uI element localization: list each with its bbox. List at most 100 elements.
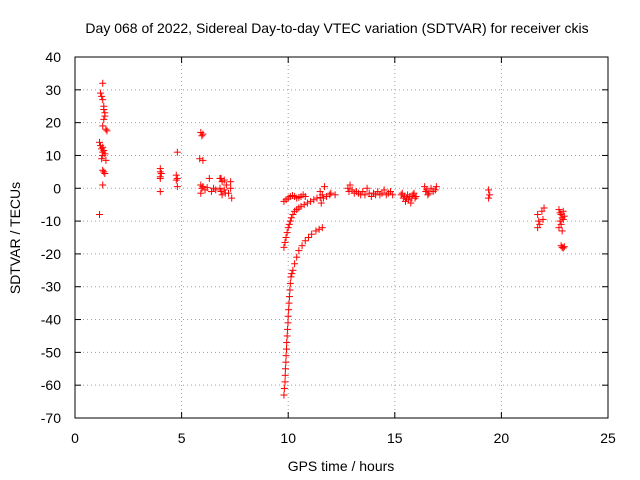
data-point	[300, 201, 308, 209]
data-point	[389, 191, 397, 199]
data-point	[289, 266, 297, 274]
data-point	[221, 189, 229, 197]
data-point	[559, 244, 567, 252]
data-point	[289, 211, 297, 219]
data-point	[100, 147, 108, 155]
data-point	[282, 358, 290, 366]
gridlines	[75, 57, 608, 418]
data-point	[222, 181, 230, 189]
data-point	[559, 207, 567, 215]
data-point	[101, 170, 109, 178]
data-point	[345, 188, 353, 196]
data-point	[485, 194, 493, 202]
data-point	[346, 181, 354, 189]
data-point	[323, 192, 331, 200]
data-point	[315, 225, 323, 233]
data-point	[281, 365, 289, 373]
data-point	[534, 211, 542, 219]
data-point	[228, 194, 236, 202]
data-point	[540, 204, 548, 212]
data-point	[227, 178, 235, 186]
data-point	[199, 156, 207, 164]
y-tick-label: -10	[41, 213, 61, 229]
data-point	[284, 325, 292, 333]
data-point	[285, 306, 293, 314]
x-tick-label: 5	[178, 430, 186, 446]
x-tick-label: 20	[494, 430, 510, 446]
y-tick-label: 0	[53, 180, 61, 196]
data-point	[280, 243, 288, 251]
data-point	[196, 155, 204, 163]
data-point	[203, 184, 211, 192]
data-point	[431, 186, 439, 194]
data-point	[312, 227, 320, 235]
data-point	[298, 242, 306, 250]
data-point	[304, 234, 312, 241]
data-point	[173, 183, 181, 191]
data-point	[173, 174, 181, 182]
data-point	[281, 378, 289, 386]
y-tick-label: -40	[41, 312, 61, 328]
data-point	[303, 199, 311, 207]
x-tick-label: 0	[71, 430, 79, 446]
data-point	[318, 224, 326, 232]
data-point	[285, 293, 293, 301]
data-point	[424, 191, 432, 199]
data-point	[172, 176, 180, 184]
y-tick-label: -20	[41, 246, 61, 262]
data-point	[285, 220, 293, 228]
data-point	[485, 186, 493, 194]
data-point	[319, 194, 327, 202]
y-tick-label: -60	[41, 377, 61, 393]
data-point	[281, 371, 289, 379]
data-point	[96, 211, 104, 219]
y-tick-label: 40	[45, 49, 61, 65]
data-point	[101, 112, 109, 120]
data-point	[103, 127, 111, 135]
y-axis-label: SDTVAR / TECUs	[7, 182, 23, 294]
data-point	[291, 260, 299, 268]
data-point	[318, 191, 326, 199]
plot-frame	[74, 56, 609, 419]
chart-title: Day 068 of 2022, Sidereal Day-to-day VTE…	[85, 20, 588, 36]
x-tick-label: 15	[387, 430, 403, 446]
data-point	[217, 174, 225, 182]
data-point	[281, 238, 289, 246]
data-point	[100, 115, 108, 123]
data-point	[559, 215, 567, 223]
data-point	[313, 194, 321, 202]
data-point	[556, 209, 564, 217]
data-point	[280, 391, 288, 399]
data-point	[99, 79, 107, 87]
y-tick-label: -70	[41, 410, 61, 426]
data-point	[284, 319, 292, 327]
data-point	[156, 188, 164, 196]
data-point	[320, 183, 328, 191]
data-point	[555, 224, 563, 232]
y-tick-label: 20	[45, 115, 61, 131]
data-point	[327, 189, 335, 197]
data-point	[99, 96, 107, 104]
data-point	[220, 176, 228, 184]
data-point	[432, 183, 440, 191]
data-point	[293, 253, 301, 261]
data-point	[317, 199, 325, 207]
data-point	[220, 186, 228, 194]
data-point	[401, 197, 409, 205]
data-point	[486, 191, 494, 199]
data-point	[173, 148, 181, 156]
data-point	[286, 286, 294, 294]
data-point	[412, 192, 420, 200]
x-tick-label: 25	[600, 430, 616, 446]
data-point	[284, 312, 292, 320]
data-point	[99, 181, 107, 189]
data-point	[295, 247, 303, 255]
data-point	[283, 332, 291, 340]
data-point	[363, 184, 371, 192]
data-point	[407, 199, 415, 207]
y-tick-label: 30	[45, 82, 61, 98]
y-tick-label: -30	[41, 279, 61, 295]
data-point	[102, 156, 110, 164]
data-point	[99, 122, 107, 130]
